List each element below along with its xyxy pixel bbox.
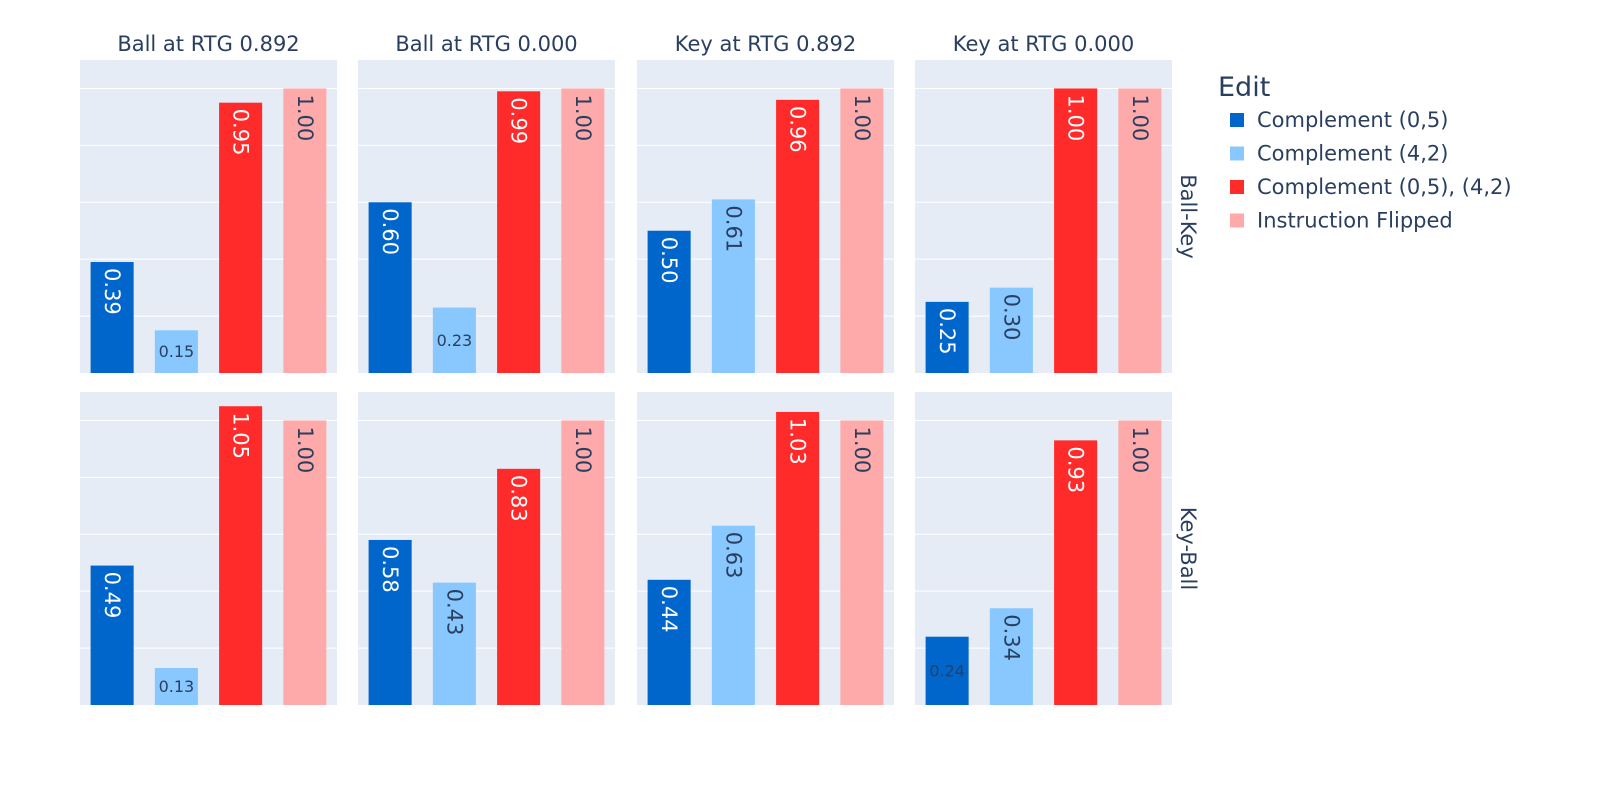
bar bbox=[989, 287, 1033, 373]
bar-value-label: 1.00 bbox=[293, 426, 317, 473]
row-title: Ball-Key bbox=[1176, 174, 1200, 259]
bar bbox=[90, 565, 134, 705]
bar bbox=[561, 88, 605, 374]
bar-value-label: 0.61 bbox=[721, 205, 745, 252]
bar-value-label: 1.00 bbox=[1128, 94, 1152, 141]
legend-entry-label: Complement (0,5) bbox=[1257, 108, 1448, 132]
bar-value-label: 1.00 bbox=[1064, 94, 1088, 141]
bar bbox=[711, 199, 755, 373]
bar-value-label: 0.96 bbox=[786, 106, 810, 153]
legend-title: Edit bbox=[1218, 72, 1270, 103]
bar bbox=[776, 411, 820, 705]
bar-value-label: 0.43 bbox=[442, 589, 466, 636]
bar-value-label: 0.39 bbox=[100, 268, 124, 315]
legend-entry-label: Complement (4,2) bbox=[1257, 142, 1448, 166]
bar bbox=[647, 230, 691, 373]
bar-value-label: 0.83 bbox=[507, 475, 531, 522]
bar bbox=[1118, 420, 1162, 705]
column-title: Key at RTG 0.000 bbox=[953, 32, 1134, 56]
bar bbox=[840, 88, 884, 374]
bar-value-label: 0.93 bbox=[1064, 446, 1088, 493]
bar bbox=[368, 202, 412, 373]
bar-value-label: 0.44 bbox=[657, 586, 681, 633]
column-title: Key at RTG 0.892 bbox=[675, 32, 856, 56]
legend-swatch bbox=[1230, 146, 1244, 161]
bar-value-label: 0.34 bbox=[999, 614, 1023, 661]
bar bbox=[154, 668, 198, 705]
bar bbox=[711, 525, 755, 705]
bar-value-label: 0.13 bbox=[159, 677, 195, 696]
bar bbox=[647, 579, 691, 705]
bar bbox=[219, 406, 263, 705]
bar bbox=[840, 420, 884, 705]
bar-value-label: 0.25 bbox=[935, 308, 959, 355]
bar-value-label: 1.03 bbox=[786, 418, 810, 465]
legend-swatch bbox=[1230, 113, 1244, 127]
column-title: Ball at RTG 0.892 bbox=[117, 32, 299, 56]
bar bbox=[154, 330, 198, 373]
bar bbox=[283, 420, 327, 705]
bar bbox=[1118, 88, 1162, 374]
bar bbox=[432, 307, 476, 373]
bar bbox=[989, 608, 1033, 705]
bar-value-label: 0.99 bbox=[507, 97, 531, 144]
bar-value-label: 0.15 bbox=[159, 342, 195, 361]
legend-swatch bbox=[1230, 180, 1244, 194]
bar bbox=[219, 102, 263, 373]
bar-value-label: 1.00 bbox=[1128, 426, 1152, 473]
bar-value-label: 1.00 bbox=[850, 426, 874, 473]
bar bbox=[1054, 440, 1098, 705]
legend-entry-label: Complement (0,5), (4,2) bbox=[1257, 175, 1512, 199]
bar bbox=[925, 301, 969, 373]
bar-value-label: 1.00 bbox=[571, 426, 595, 473]
bar bbox=[497, 91, 541, 374]
bar-value-label: 1.00 bbox=[571, 94, 595, 141]
bar-value-label: 1.00 bbox=[293, 94, 317, 141]
bar-value-label: 1.05 bbox=[229, 412, 253, 459]
bar bbox=[497, 468, 541, 705]
bar-value-label: 0.50 bbox=[657, 237, 681, 284]
legend-swatch bbox=[1230, 213, 1244, 228]
bar-value-label: 0.30 bbox=[999, 294, 1023, 341]
bar-value-label: 0.60 bbox=[378, 208, 402, 255]
bar bbox=[561, 420, 605, 705]
bar-value-label: 1.00 bbox=[850, 94, 874, 141]
bar bbox=[368, 539, 412, 705]
bar bbox=[925, 636, 969, 705]
bar-value-label: 0.24 bbox=[929, 661, 965, 680]
bar-value-label: 0.49 bbox=[100, 572, 124, 619]
column-title: Ball at RTG 0.000 bbox=[395, 32, 577, 56]
bar-value-label: 0.23 bbox=[437, 331, 473, 350]
row-title: Key-Ball bbox=[1176, 507, 1200, 590]
bar-value-label: 0.63 bbox=[721, 532, 745, 579]
bar bbox=[283, 88, 327, 374]
legend-entry-label: Instruction Flipped bbox=[1257, 209, 1453, 233]
bar bbox=[90, 262, 134, 373]
bar-value-label: 0.95 bbox=[229, 109, 253, 156]
bar bbox=[776, 99, 820, 373]
bar-value-label: 0.58 bbox=[378, 546, 402, 593]
bar bbox=[1054, 88, 1098, 374]
bar bbox=[432, 582, 476, 705]
